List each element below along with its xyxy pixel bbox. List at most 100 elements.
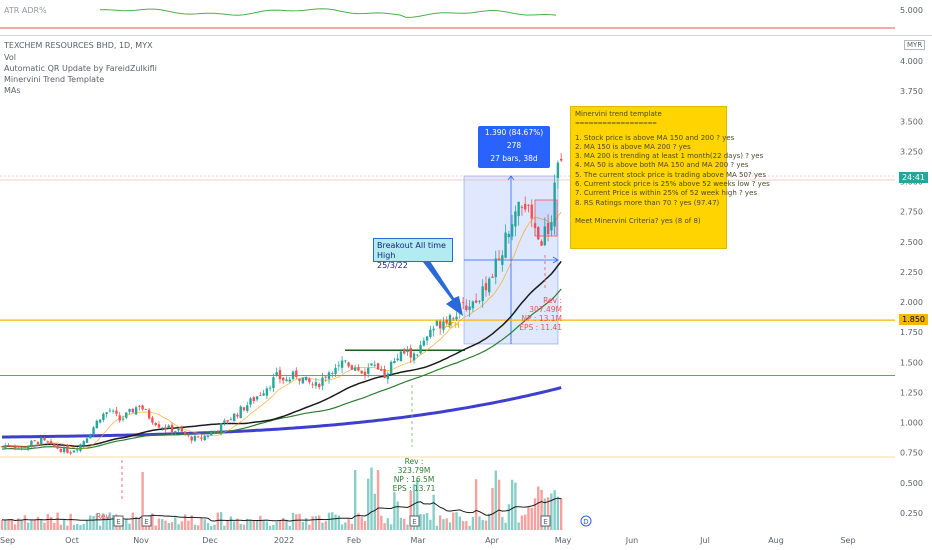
ma150-line[interactable] [1, 288, 562, 450]
candle[interactable] [311, 381, 314, 389]
candle[interactable] [232, 412, 236, 422]
candle[interactable] [442, 317, 445, 334]
candle[interactable] [23, 445, 27, 449]
candle[interactable] [285, 376, 288, 382]
candle[interactable] [556, 160, 560, 189]
candle[interactable] [412, 351, 416, 364]
candle[interactable] [540, 239, 543, 246]
candle[interactable] [56, 443, 59, 450]
candle[interactable] [438, 319, 442, 335]
candle[interactable] [134, 405, 138, 416]
candle[interactable] [105, 411, 108, 418]
candle[interactable] [471, 300, 475, 312]
candle[interactable] [386, 371, 390, 384]
candle[interactable] [288, 377, 291, 383]
candle[interactable] [265, 386, 269, 400]
candle[interactable] [174, 430, 177, 436]
candle[interactable] [380, 365, 383, 372]
candle[interactable] [121, 415, 125, 422]
candle[interactable] [272, 373, 275, 392]
candle[interactable] [550, 215, 553, 237]
candle[interactable] [353, 364, 357, 372]
candle[interactable] [53, 443, 56, 448]
candle[interactable] [432, 325, 435, 337]
candle[interactable] [507, 230, 511, 244]
candle[interactable] [108, 407, 112, 413]
candle[interactable] [49, 438, 53, 445]
price-axis[interactable]: 0.250 0.500 0.750 1.000 1.250 1.500 1.750 2.000… [900, 6, 923, 518]
candle[interactable] [484, 276, 488, 297]
candle[interactable] [295, 367, 298, 380]
candle[interactable] [0, 446, 4, 448]
candle[interactable] [246, 401, 249, 413]
candle[interactable] [213, 430, 216, 435]
candle[interactable] [177, 428, 180, 433]
candle[interactable] [223, 418, 226, 426]
candle[interactable] [98, 419, 102, 424]
candle[interactable] [527, 204, 530, 213]
candle[interactable] [275, 367, 278, 377]
candle[interactable] [40, 436, 43, 447]
candle[interactable] [226, 419, 229, 424]
zoom-box[interactable] [534, 199, 558, 237]
candle[interactable] [183, 431, 187, 436]
candle[interactable] [259, 392, 262, 397]
candle[interactable] [43, 436, 46, 442]
candle[interactable] [164, 424, 167, 433]
candle[interactable] [147, 407, 151, 420]
candle[interactable] [13, 444, 17, 451]
candle[interactable] [111, 408, 115, 414]
candles[interactable] [0, 153, 563, 456]
candle[interactable] [236, 412, 239, 419]
candle[interactable] [461, 297, 465, 310]
candle[interactable] [445, 316, 448, 326]
candle[interactable] [89, 433, 92, 439]
candle[interactable] [455, 311, 458, 322]
candle[interactable] [383, 365, 386, 379]
candle[interactable] [216, 429, 220, 434]
e-marker-apr[interactable] [540, 515, 551, 527]
candle[interactable] [69, 450, 72, 456]
e-marker-mar[interactable] [409, 515, 420, 527]
candle[interactable] [7, 443, 10, 447]
candle[interactable] [334, 364, 337, 378]
candle[interactable] [317, 382, 321, 390]
candle[interactable] [193, 433, 197, 443]
candle[interactable] [128, 408, 131, 415]
candle[interactable] [429, 325, 432, 339]
candle[interactable] [389, 360, 393, 375]
candle[interactable] [514, 205, 517, 237]
candle[interactable] [360, 370, 363, 375]
candle[interactable] [501, 250, 504, 272]
candle[interactable] [242, 406, 246, 412]
candle[interactable] [344, 359, 347, 364]
candle[interactable] [161, 426, 164, 431]
candle[interactable] [33, 439, 36, 442]
ma200-line[interactable] [1, 386, 562, 439]
candle[interactable] [416, 353, 419, 358]
candle[interactable] [125, 412, 128, 420]
candle[interactable] [478, 300, 481, 304]
candle[interactable] [92, 426, 95, 438]
minervini-panel[interactable]: Minervini trend template ===============… [570, 106, 770, 249]
candle[interactable] [393, 357, 396, 364]
candle[interactable] [474, 293, 478, 304]
candle[interactable] [517, 201, 520, 226]
candle[interactable] [321, 372, 324, 391]
e-marker-nov[interactable] [141, 515, 152, 527]
ema-line[interactable] [1, 211, 562, 450]
e-marker-oct[interactable] [113, 515, 124, 527]
candle[interactable] [115, 406, 118, 417]
candle[interactable] [370, 363, 373, 366]
candle[interactable] [537, 226, 540, 240]
d-marker[interactable] [580, 515, 592, 527]
candle[interactable] [399, 349, 403, 362]
candle[interactable] [553, 174, 556, 235]
candle[interactable] [331, 371, 334, 378]
candle[interactable] [448, 313, 452, 328]
candle[interactable] [419, 341, 422, 355]
candle[interactable] [403, 348, 406, 355]
candle[interactable] [491, 273, 494, 278]
candle[interactable] [252, 396, 255, 404]
